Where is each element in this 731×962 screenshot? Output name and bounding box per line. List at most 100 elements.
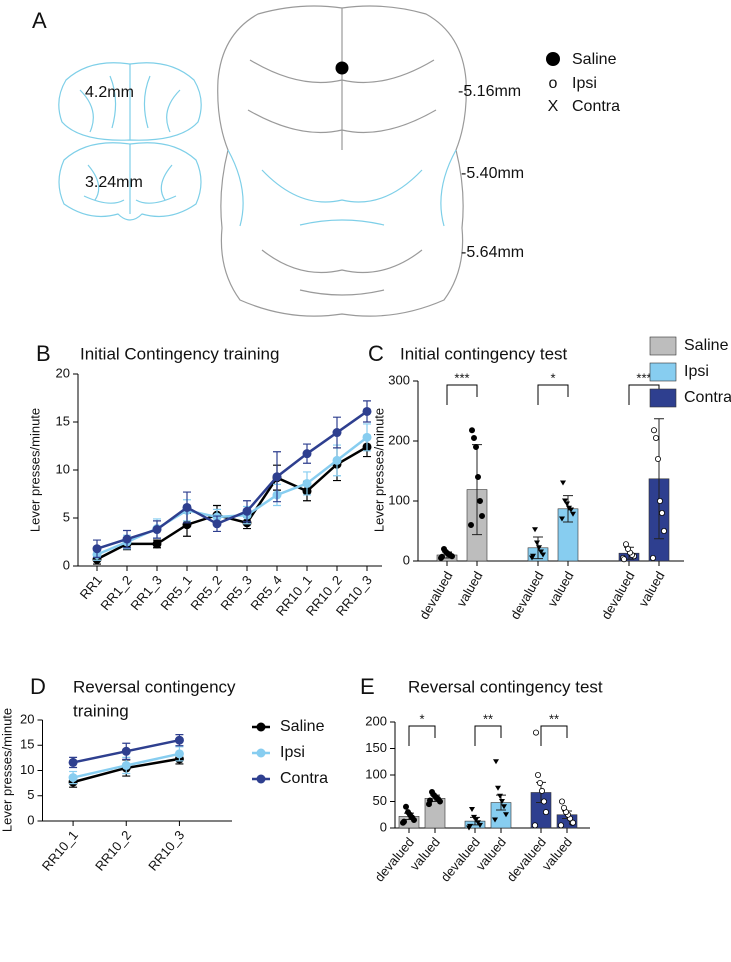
data-point [174, 749, 184, 759]
significance-label: ** [549, 711, 559, 726]
y-tick-label: 5 [63, 509, 70, 524]
data-point [541, 798, 548, 805]
data-point [503, 812, 509, 818]
data-point [468, 427, 475, 434]
y-tick-label: 150 [365, 740, 387, 755]
y-tick-label: 10 [56, 461, 70, 476]
x-tick-label: RR10_1 [39, 827, 81, 873]
legend-swatch [649, 336, 677, 356]
x-tick-label: RR1_2 [97, 572, 135, 613]
y-tick-label: 20 [56, 365, 70, 380]
data-point [539, 787, 546, 794]
significance-bracket [408, 725, 436, 746]
legend-swatch [256, 774, 266, 784]
legend-label: Contra [572, 98, 620, 115]
legend-label: Saline [684, 337, 729, 354]
y-axis-label: Lever presses/minute [0, 708, 14, 832]
chart-bar: C Initial contingency test Lever presses/m… [368, 336, 731, 622]
y-tick-label: 100 [365, 766, 387, 781]
chart-bar: E Reversal contingency test050100150200de… [360, 674, 603, 885]
significance-label: * [550, 370, 555, 385]
y-tick-label: 100 [388, 492, 410, 507]
data-point [476, 497, 483, 504]
data-point [534, 540, 540, 546]
chart-title: Initial Contingency training [80, 344, 279, 363]
series-line [96, 410, 368, 550]
data-point [651, 427, 658, 434]
data-point [543, 809, 550, 816]
legend-label: Saline [280, 718, 325, 735]
x-tick-label: devalued [507, 569, 546, 622]
chart-title: Reversal contingency [73, 677, 236, 696]
panel-letter: E [360, 674, 375, 699]
series-line [96, 445, 368, 561]
data-point [440, 546, 447, 553]
data-point [470, 434, 477, 441]
data-point [92, 544, 102, 554]
x-tick-label: devalued [416, 569, 455, 622]
data-point [538, 549, 544, 555]
data-point [562, 498, 568, 504]
y-tick-label: 15 [20, 737, 34, 752]
significance-label: * [419, 711, 424, 726]
legend-swatch [256, 748, 266, 758]
x-tick-label: RR10_2 [92, 827, 134, 873]
section-level: 4.2mm [85, 84, 134, 101]
significance-bracket [446, 384, 478, 405]
data-point [68, 757, 78, 767]
x-tick-label: devalued [598, 569, 637, 622]
x-tick-label: RR5_1 [157, 572, 195, 613]
section-level: -5.64mm [461, 244, 524, 261]
data-point [558, 822, 565, 829]
legend-marker [546, 52, 560, 66]
section-small-top [58, 62, 202, 141]
legend-marker: o [549, 75, 558, 92]
data-point [533, 729, 540, 736]
section-small-bottom [58, 142, 202, 221]
legend-swatch [649, 362, 677, 382]
data-point [559, 798, 566, 805]
data-point [471, 814, 477, 820]
data-point [501, 804, 507, 810]
data-point [438, 553, 445, 560]
data-point [467, 823, 473, 829]
x-tick-label: RR1_3 [127, 572, 165, 613]
y-tick-label: 10 [20, 762, 34, 777]
data-point [428, 788, 435, 795]
data-point [540, 552, 546, 558]
y-tick-label: 300 [388, 372, 410, 387]
data-point [472, 443, 479, 450]
x-tick-label: valued [544, 569, 576, 610]
legend-swatch [649, 388, 677, 408]
significance-label: *** [454, 370, 469, 385]
chart-title: training [73, 701, 129, 720]
x-tick-label: RR5_2 [187, 572, 225, 613]
significance-bracket [474, 725, 502, 746]
data-point [152, 539, 162, 549]
legend-label: Saline [572, 51, 617, 68]
data-point [621, 556, 628, 563]
y-axis-label: Lever presses/minute [371, 408, 386, 532]
y-tick-label: 0 [27, 812, 34, 827]
panel-a: A 4.2mm 3.24mm -5.16mm -5.40mm -5.64mm S… [32, 5, 620, 317]
data-point [302, 478, 312, 488]
data-point [332, 455, 342, 465]
data-point [535, 772, 542, 779]
section-level: -5.16mm [458, 83, 521, 100]
data-point [182, 502, 192, 512]
data-point [121, 746, 131, 756]
data-point [659, 509, 666, 516]
y-tick-label: 5 [27, 787, 34, 802]
data-point [532, 822, 539, 829]
data-point [426, 797, 433, 804]
chart-title: Initial contingency test [400, 344, 568, 363]
legend-label: Ipsi [572, 75, 597, 92]
chart-title: Reversal contingency test [408, 677, 603, 696]
data-point [212, 519, 222, 529]
y-tick-label: 20 [20, 711, 34, 726]
data-point [332, 428, 342, 438]
data-point [566, 505, 572, 511]
data-point [272, 472, 282, 482]
data-point [474, 473, 481, 480]
